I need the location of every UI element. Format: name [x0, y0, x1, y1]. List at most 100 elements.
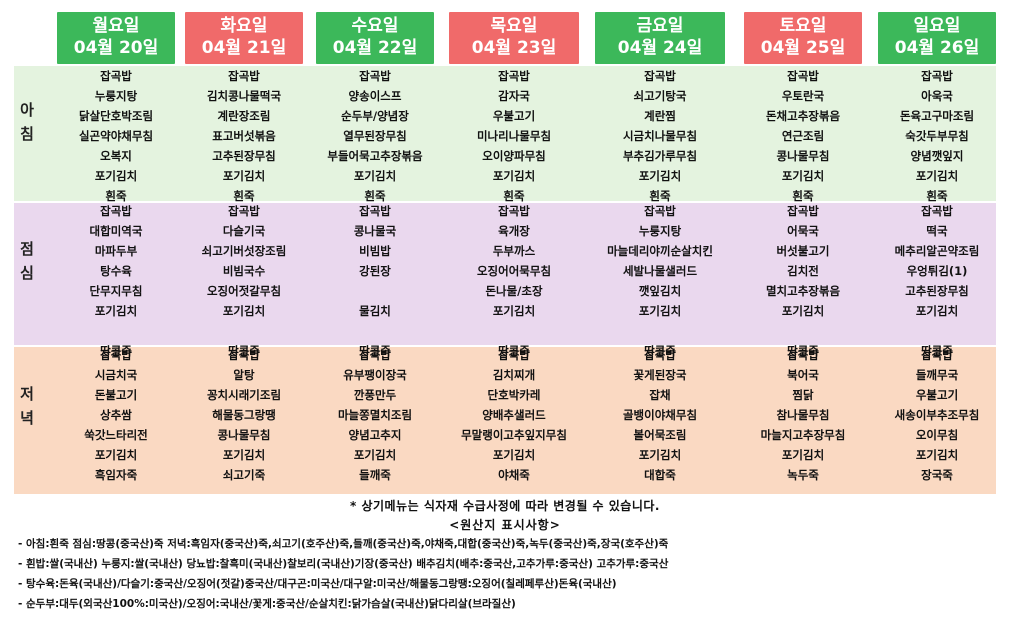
menu-item — [316, 281, 434, 301]
menu-item: 물김치 — [359, 304, 391, 318]
menu-item: 흰죽 — [792, 189, 814, 203]
menu-item: 땅콩죽 — [100, 344, 132, 358]
menu-item: 유부팽이장국 — [343, 368, 407, 382]
menu-item: 잡곡밥 — [359, 69, 391, 83]
menu-item: 시금치국 — [94, 368, 138, 382]
lunch-menu-column: 잡곡밥 콩나물국 비빔밥 강된장 물김치 땅콩죽 — [316, 201, 434, 361]
menu-item: 흑임자죽 — [94, 468, 138, 482]
menu-item — [57, 321, 175, 341]
day-date: 04월 21일 — [201, 38, 287, 58]
day-date: 04월 24일 — [617, 38, 703, 58]
menu-item: 닭살단호박조림 — [78, 109, 154, 123]
menu-item: 찜닭 — [792, 388, 814, 402]
menu-item: 열무된장무침 — [343, 129, 407, 143]
menu-item — [185, 321, 303, 341]
menu-item: 실곤약야채무침 — [78, 129, 154, 143]
menu-item: 포기김치 — [915, 169, 959, 183]
menu-item: 땅콩죽 — [787, 344, 819, 358]
menu-item: 잡곡밥 — [921, 69, 953, 83]
meal-label-char: 아 — [20, 101, 34, 119]
menu-item: 오이무침 — [915, 428, 959, 442]
meal-label-char: 점 — [20, 240, 34, 258]
menu-item: 대합미역국 — [89, 224, 143, 238]
menu-item: 잡곡밥 — [787, 69, 819, 83]
menu-item: 양송이스프 — [348, 89, 402, 103]
menu-change-note: * 상기메뉴는 식자재 수급사정에 따라 변경될 수 있습니다. — [349, 499, 660, 513]
day-header: 금요일 04월 24일 — [595, 12, 725, 64]
menu-item: 장국죽 — [921, 468, 953, 482]
menu-item: 계란찜 — [644, 109, 676, 123]
menu-item: 어묵국 — [787, 224, 819, 238]
menu-item: 양념고추지 — [348, 428, 402, 442]
menu-item: 잡곡밥 — [100, 204, 132, 218]
menu-item: 김치전 — [787, 264, 819, 278]
dinner-menu-column: 잡곡밥 꽃게된장국 잡채 골뱅이야채무침 볼어묵조림 포기김치 대합죽 — [595, 345, 725, 485]
menu-item: 땅콩죽 — [359, 344, 391, 358]
menu-item: 포기김치 — [915, 304, 959, 318]
menu-item: 알탕 — [233, 368, 255, 382]
day-header: 화요일 04월 21일 — [185, 12, 303, 64]
menu-item: 포기김치 — [492, 304, 536, 318]
menu-item: 상추쌈 — [100, 408, 132, 422]
menu-item: 단무지무침 — [89, 284, 143, 298]
menu-item: 땅콩죽 — [498, 344, 530, 358]
menu-item: 양념깻잎지 — [910, 149, 964, 163]
day-date: 04월 23일 — [471, 38, 557, 58]
menu-item: 다슬기국 — [222, 224, 266, 238]
menu-item: 김치콩나물떡국 — [206, 89, 282, 103]
menu-item: 볼어묵조림 — [633, 428, 687, 442]
meal-label-char: 침 — [20, 125, 34, 143]
origin-line: - 순두부:대두(외국산100%:미국산)/오징어:국내산/꽃게:중국산/순살치… — [18, 598, 516, 610]
lunch-menu-column: 잡곡밥 육개장 두부까스 오징어어묵무침 돈나물/초장 포기김치 땅콩죽 — [449, 201, 579, 361]
menu-item: 대합죽 — [644, 468, 676, 482]
menu-item — [449, 321, 579, 341]
menu-item: 잡곡밥 — [644, 348, 676, 362]
menu-item: 잡곡밥 — [921, 348, 953, 362]
breakfast-menu-column: 잡곡밥 누룽지탕 닭살단호박조림 실곤약야채무침 오복지 포기김치 흰죽 — [57, 66, 175, 206]
menu-item: 포기김치 — [492, 169, 536, 183]
menu-item: 오이양파무침 — [482, 149, 546, 163]
origin-line: - 아침:흰죽 점심:땅콩(중국산)죽 저녁:흑임자(중국산)죽,쇠고기(호주산… — [18, 538, 669, 550]
menu-item: 북어국 — [787, 368, 819, 382]
menu-item: 아욱국 — [921, 89, 953, 103]
menu-item: 잡곡밥 — [359, 348, 391, 362]
menu-item: 깻잎김치 — [638, 284, 682, 298]
dinner-menu-column: 잡곡밥 김치찌개 단호박카레 양배추샐러드 무말랭이고추잎지무침 포기김치 야채죽 — [449, 345, 579, 485]
meal-label-lunch: 점 심 — [14, 237, 40, 285]
menu-item: 꽁치시래기조림 — [206, 388, 282, 402]
menu-item — [316, 321, 434, 341]
menu-item: 흰죽 — [105, 189, 127, 203]
menu-item: 땅콩죽 — [921, 344, 953, 358]
menu-item: 포기김치 — [781, 169, 825, 183]
menu-item: 포기김치 — [94, 304, 138, 318]
meal-label-char: 심 — [20, 264, 34, 282]
menu-item: 감자국 — [498, 89, 530, 103]
menu-item: 잡곡밥 — [100, 348, 132, 362]
menu-item: 오징어어묵무침 — [476, 264, 552, 278]
menu-item: 멸치고추장볶음 — [765, 284, 841, 298]
day-date: 04월 25일 — [760, 38, 846, 58]
origin-line: - 탕수육:돈육(국내산)/다슬기:중국산/오징어(젓갈)중국산/대구곤:미국산… — [18, 578, 617, 590]
menu-item: 꽃게된장국 — [633, 368, 687, 382]
menu-item: 세발나물샐러드 — [622, 264, 698, 278]
breakfast-menu-column: 잡곡밥 양송이스프 순두부/양념장 열무된장무침 부들어묵고추장볶음 포기김치 흰죽 — [316, 66, 434, 206]
menu-item: 포기김치 — [222, 169, 266, 183]
menu-item: 떡국 — [926, 224, 948, 238]
menu-item: 포기김치 — [638, 304, 682, 318]
lunch-menu-column: 잡곡밥 어묵국 버섯불고기 김치전 멸치고추장볶음 포기김치 땅콩죽 — [744, 201, 862, 361]
menu-item: 잡곡밥 — [498, 204, 530, 218]
meal-label-breakfast: 아 침 — [14, 98, 40, 146]
menu-item: 잡곡밥 — [100, 69, 132, 83]
menu-item: 들깨무국 — [915, 368, 959, 382]
lunch-menu-column: 잡곡밥 다슬기국 쇠고기버섯장조림 비빔국수 오징어젓갈무침 포기김치 땅콩죽 — [185, 201, 303, 361]
menu-item: 오징어젓갈무침 — [206, 284, 282, 298]
menu-item: 연근조림 — [781, 129, 825, 143]
menu-item: 새송이부추조무침 — [894, 408, 980, 422]
day-header: 일요일 04월 26일 — [878, 12, 996, 64]
menu-item: 쇠고기탕국 — [633, 89, 687, 103]
menu-item: 돈나물/초장 — [485, 284, 543, 298]
dinner-menu-column: 잡곡밥 시금치국 돈불고기 상추쌈 쑥갓느타리전 포기김치 흑임자죽 — [57, 345, 175, 485]
menu-item: 포기김치 — [222, 304, 266, 318]
menu-item: 흰죽 — [926, 189, 948, 203]
origin-line: - 흰밥:쌀(국내산) 누룽지:쌀(국내산) 당뇨밥:찰흑미(국내산)찰보리(국… — [18, 558, 669, 570]
